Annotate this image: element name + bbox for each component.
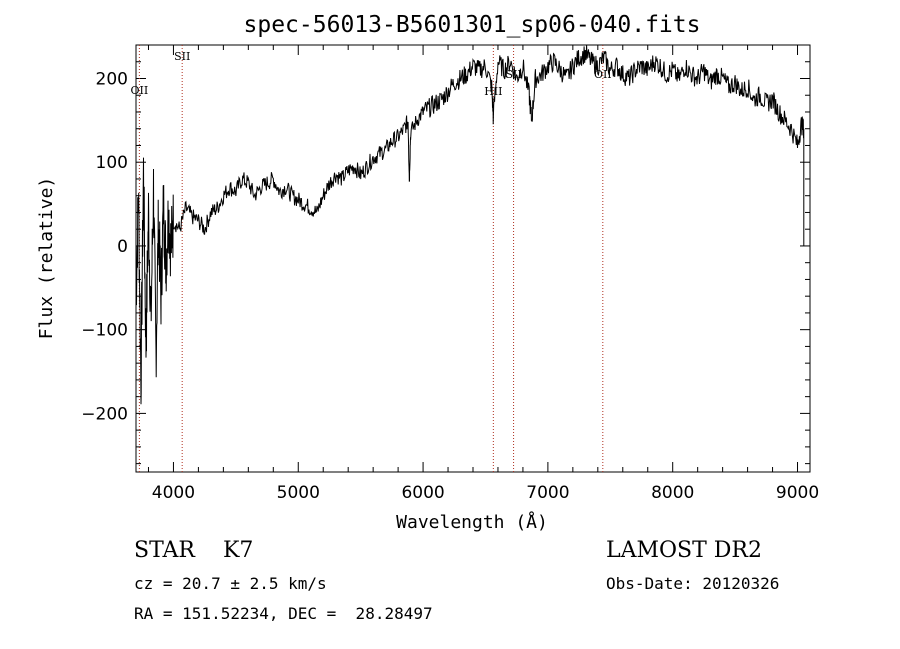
spectral-line-label: OII [594,68,612,81]
spectral-line-label: OII [131,84,149,97]
spectrum-chart: spec-56013-B5601301_sp06-040.fits 4000 50… [36,12,819,533]
spectral-line-label: SII [174,50,190,63]
x-tick-label: 8000 [651,483,694,503]
y-tick-label: 100 [96,153,128,173]
x-axis-label: Wavelength (Å) [396,511,548,533]
chart-title: spec-56013-B5601301_sp06-040.fits [244,12,701,38]
y-tick-label: 0 [117,237,128,257]
coordinates: RA = 151.52234, DEC = 28.28497 [134,604,433,623]
spectrum-line [135,45,805,405]
plot-frame [135,44,811,473]
y-tick-label: 200 [96,69,128,89]
x-tick-label: 5000 [277,483,320,503]
x-tick-label: 9000 [776,483,819,503]
observation-date: Obs-Date: 20120326 [606,574,780,593]
y-tick-label: −100 [81,321,128,341]
object-class: STAR K7 [134,538,253,563]
survey-name: LAMOST DR2 [606,538,762,563]
x-tick-label: 4000 [152,483,195,503]
x-tick-label: 6000 [401,483,444,503]
axis-ticks: 4000 5000 6000 7000 8000 9000 −200 −100 0 100 200 [81,44,819,503]
spectral-line-label: HII [484,85,502,98]
redshift-velocity: cz = 20.7 ± 2.5 km/s [134,574,327,593]
object-type: STAR [134,538,195,563]
y-tick-label: −200 [81,404,128,424]
spectral-subclass: K7 [222,538,254,563]
y-axis-label: Flux (relative) [36,177,57,340]
x-tick-label: 7000 [526,483,569,503]
